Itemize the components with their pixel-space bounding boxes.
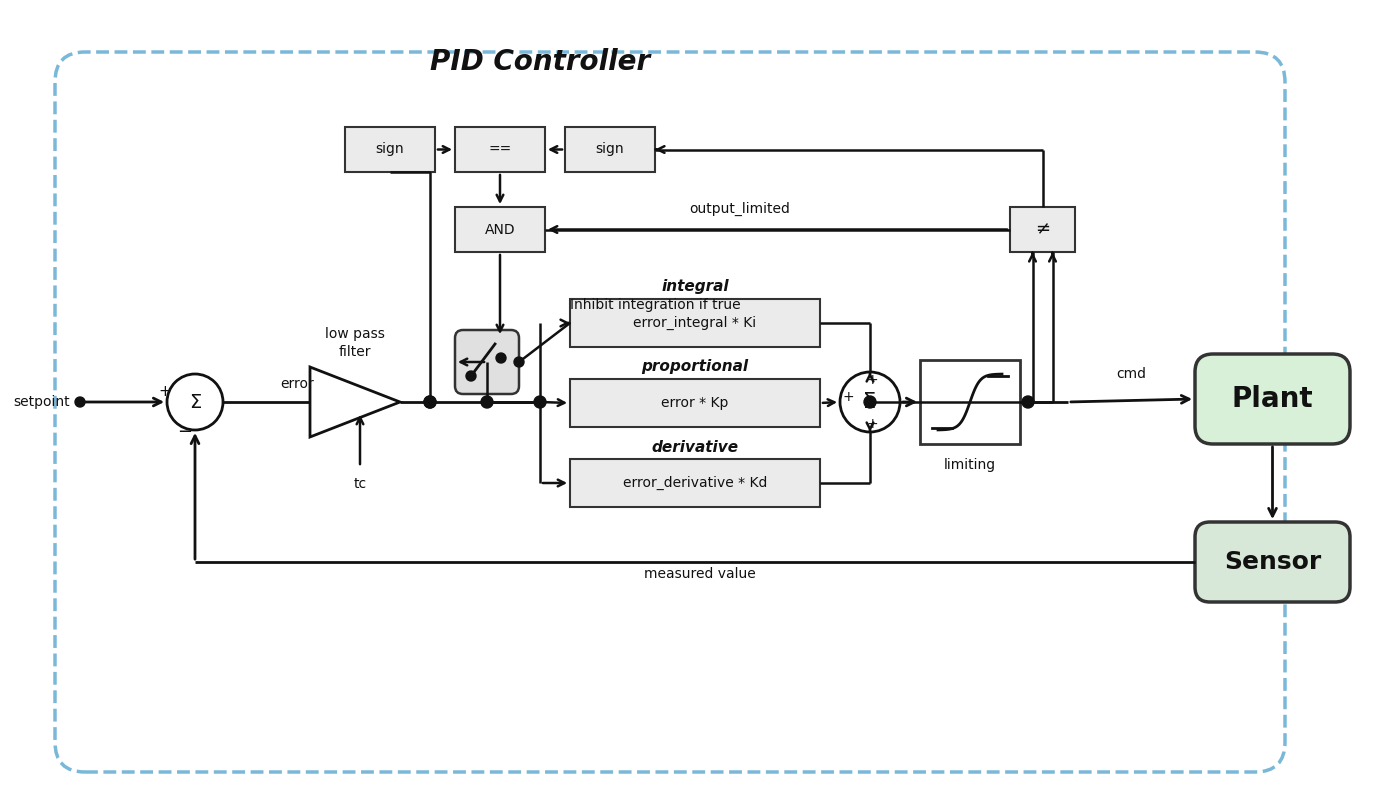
Circle shape: [496, 353, 505, 363]
Text: sign: sign: [595, 143, 624, 156]
Text: AND: AND: [484, 222, 515, 237]
Text: Sensor: Sensor: [1224, 550, 1322, 574]
FancyBboxPatch shape: [1196, 522, 1350, 602]
Text: PID Controller: PID Controller: [430, 48, 650, 76]
Circle shape: [864, 396, 876, 408]
Circle shape: [840, 372, 900, 432]
FancyBboxPatch shape: [455, 330, 519, 394]
Text: limiting: limiting: [944, 458, 995, 472]
Text: Σ: Σ: [864, 392, 876, 412]
FancyBboxPatch shape: [1196, 354, 1350, 444]
Text: +: +: [158, 384, 171, 399]
Bar: [455, 127, 545, 172]
Text: ≠: ≠: [1035, 221, 1050, 238]
Bar: [570, 299, 820, 347]
Text: Plant: Plant: [1232, 385, 1313, 413]
Circle shape: [424, 396, 435, 408]
Text: measured value: measured value: [644, 567, 756, 581]
Text: filter: filter: [339, 345, 371, 359]
Text: +: +: [843, 390, 854, 404]
Bar: [566, 127, 655, 172]
Bar: [455, 207, 545, 252]
Text: cmd: cmd: [1117, 367, 1147, 381]
Text: error_derivative * Kd: error_derivative * Kd: [623, 476, 767, 490]
Text: error * Kp: error * Kp: [661, 396, 728, 410]
Text: sign: sign: [375, 143, 405, 156]
Text: tc: tc: [353, 477, 367, 491]
Bar: [570, 379, 820, 427]
Circle shape: [533, 396, 546, 408]
Text: low pass: low pass: [325, 327, 385, 341]
Circle shape: [514, 357, 524, 367]
Text: +: +: [867, 417, 878, 431]
Bar: [1009, 207, 1075, 252]
Bar: [920, 360, 1021, 444]
Circle shape: [482, 396, 493, 408]
Text: Inhibit integration if true: Inhibit integration if true: [570, 298, 741, 312]
Text: setpoint: setpoint: [14, 395, 70, 409]
Polygon shape: [309, 367, 400, 437]
Bar: [344, 127, 435, 172]
Text: derivative: derivative: [651, 439, 739, 455]
Text: error_integral * Ki: error_integral * Ki: [633, 316, 756, 330]
Circle shape: [424, 396, 435, 408]
Text: error: error: [280, 377, 314, 391]
Text: −: −: [178, 423, 193, 441]
Text: integral: integral: [661, 280, 729, 294]
Bar: [570, 459, 820, 507]
Text: proportional: proportional: [641, 359, 749, 375]
Circle shape: [1022, 396, 1035, 408]
Circle shape: [466, 371, 476, 381]
Text: Σ: Σ: [189, 392, 202, 411]
Circle shape: [167, 374, 223, 430]
Circle shape: [76, 397, 85, 407]
Text: +: +: [867, 373, 878, 387]
Text: output_limited: output_limited: [690, 201, 791, 216]
Text: ==: ==: [489, 143, 511, 156]
